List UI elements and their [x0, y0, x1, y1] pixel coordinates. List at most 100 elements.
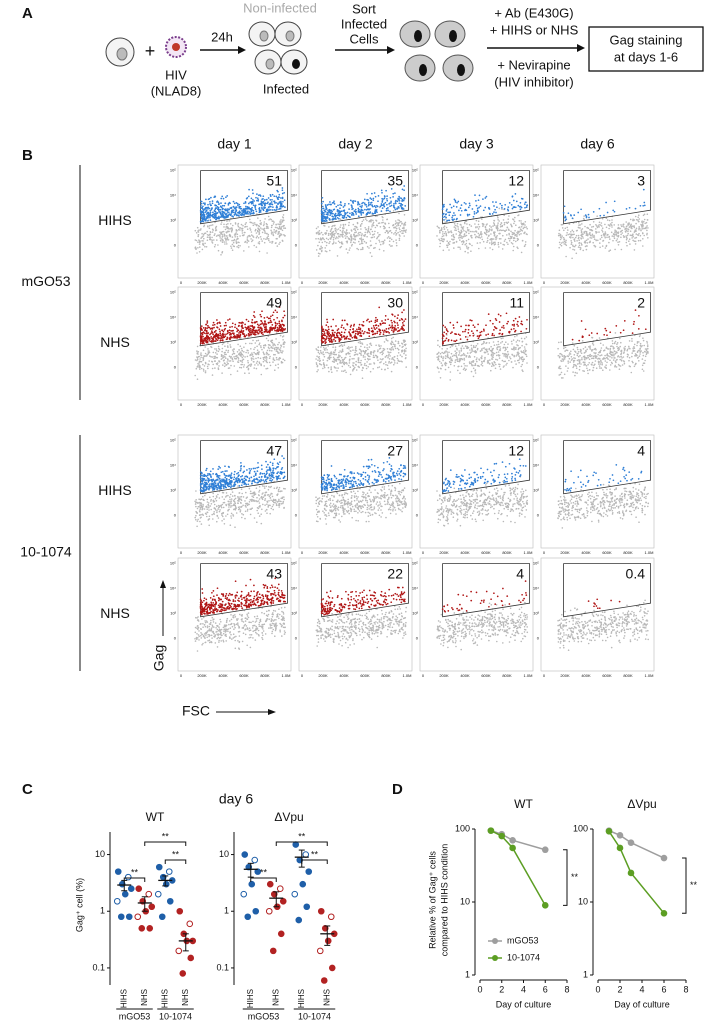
event-dot	[561, 245, 563, 247]
event-dot	[215, 213, 217, 215]
y-tick-label: 10⁵	[170, 168, 176, 173]
event-dot	[508, 360, 510, 362]
event-dot	[385, 361, 387, 363]
event-dot	[230, 330, 232, 332]
event-dot	[230, 374, 232, 376]
event-dot	[377, 349, 379, 351]
event-dot	[278, 194, 280, 196]
event-dot	[245, 241, 247, 243]
event-dot	[279, 349, 281, 351]
event-dot	[444, 225, 446, 227]
time: 24h	[211, 29, 233, 44]
event-dot	[391, 338, 393, 340]
event-dot	[373, 222, 375, 224]
event-dot	[355, 330, 357, 332]
event-dot	[220, 209, 222, 211]
event-dot	[360, 212, 362, 214]
event-dot	[511, 225, 513, 227]
event-dot	[227, 337, 229, 339]
event-dot	[209, 217, 211, 219]
event-dot	[340, 334, 342, 336]
event-dot	[225, 208, 227, 210]
event-dot	[507, 243, 509, 245]
event-dot	[335, 354, 337, 356]
event-dot	[349, 334, 351, 336]
event-dot	[343, 327, 345, 329]
event-dot	[451, 235, 453, 237]
event-dot	[572, 245, 574, 247]
event-dot	[347, 212, 349, 214]
event-dot	[321, 208, 323, 210]
event-dot	[599, 208, 601, 210]
event-dot	[560, 239, 562, 241]
event-dot	[315, 238, 317, 240]
event-dot	[457, 370, 459, 372]
event-dot	[238, 247, 240, 249]
event-dot	[219, 231, 221, 233]
event-dot	[399, 220, 401, 222]
event-dot	[509, 331, 511, 333]
event-dot	[618, 236, 620, 238]
event-dot	[336, 229, 338, 231]
event-dot	[340, 234, 342, 236]
event-dot	[608, 242, 610, 244]
event-dot	[644, 214, 646, 216]
event-dot	[263, 345, 265, 347]
event-dot	[444, 216, 446, 218]
event-dot	[520, 208, 522, 210]
event-dot	[344, 235, 346, 237]
x-tick-label: 200K	[439, 280, 449, 285]
event-dot	[512, 354, 514, 356]
event-dot	[263, 347, 265, 349]
event-dot	[360, 354, 362, 356]
event-dot	[373, 355, 375, 357]
event-dot	[215, 330, 217, 332]
event-dot	[270, 315, 272, 317]
event-dot	[386, 204, 388, 206]
event-dot	[223, 226, 225, 228]
event-dot	[452, 324, 454, 326]
event-dot	[591, 226, 593, 228]
event-dot	[618, 231, 620, 233]
event-dot	[212, 224, 214, 226]
x-tick-label: 1.0M	[645, 280, 654, 285]
event-dot	[337, 367, 339, 369]
event-dot	[224, 243, 226, 245]
event-dot	[284, 199, 286, 201]
event-dot	[278, 367, 280, 369]
event-dot	[483, 360, 485, 362]
event-dot	[398, 349, 400, 351]
event-dot	[331, 340, 333, 342]
event-dot	[373, 352, 375, 354]
event-dot	[328, 329, 330, 331]
event-dot	[593, 235, 595, 237]
event-dot	[471, 225, 473, 227]
gate-percentage: 30	[387, 295, 403, 311]
event-dot	[364, 353, 366, 355]
event-dot	[486, 350, 488, 352]
event-dot	[584, 232, 586, 234]
event-dot	[393, 227, 395, 229]
event-dot	[520, 202, 522, 204]
event-dot	[404, 230, 406, 232]
event-dot	[200, 352, 202, 354]
event-dot	[520, 233, 522, 235]
event-dot	[497, 217, 499, 219]
event-dot	[520, 366, 522, 368]
event-dot	[438, 239, 440, 241]
event-dot	[267, 353, 269, 355]
event-dot	[351, 212, 353, 214]
event-dot	[281, 234, 283, 236]
y-tick-label: 10³	[170, 217, 176, 222]
event-dot	[326, 319, 328, 321]
event-dot	[273, 223, 275, 225]
event-dot	[379, 330, 381, 332]
event-dot	[325, 324, 327, 326]
event-dot	[353, 362, 355, 364]
event-dot	[382, 219, 384, 221]
event-dot	[318, 238, 320, 240]
event-dot	[387, 237, 389, 239]
event-dot	[562, 227, 564, 229]
event-dot	[197, 241, 199, 243]
y-tick-label: 0	[295, 242, 298, 247]
